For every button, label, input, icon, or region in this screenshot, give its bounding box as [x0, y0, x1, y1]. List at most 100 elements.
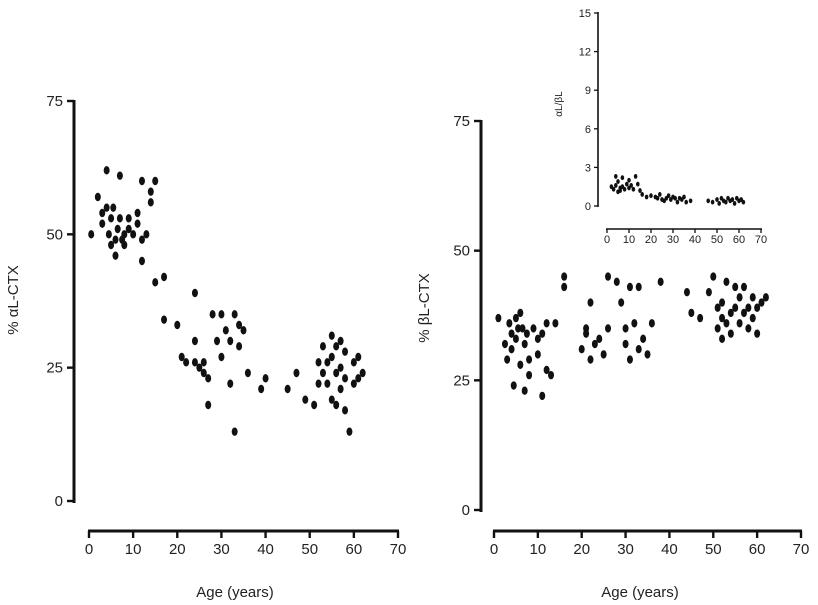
ratio-data-point [616, 179, 620, 184]
ratio-y-tick-label: 6 [585, 124, 591, 136]
beta-data-point [534, 334, 541, 344]
ratio-x-tick-label: 50 [711, 234, 723, 246]
beta-data-point [548, 370, 555, 380]
ratio-x-tick-label: 0 [604, 234, 610, 246]
ratio-data-point [684, 199, 688, 205]
alpha-data-point [116, 214, 123, 223]
alpha-data-point [161, 315, 168, 324]
ratio-y-tick-label: 9 [585, 85, 591, 97]
ratio-data-point [611, 186, 616, 192]
beta-data-point [732, 303, 739, 312]
alpha-data-point [231, 427, 238, 436]
ratio-data-point [688, 198, 693, 204]
beta-data-point [626, 355, 633, 364]
alpha-data-point [138, 176, 145, 186]
ratio-data-point [741, 199, 746, 205]
beta-data-point [683, 287, 690, 297]
ratio-data-point [618, 188, 622, 193]
alpha-y-tick-label: 0 [55, 493, 63, 510]
alpha-data-point [231, 310, 238, 319]
beta-x-tick-label: 60 [749, 541, 766, 558]
alpha-data-point [302, 395, 309, 404]
alpha-data-point [355, 352, 362, 362]
ratio-data-point [620, 175, 625, 181]
alpha-data-point [240, 326, 247, 335]
alpha-data-point [359, 368, 366, 378]
beta-data-point [523, 329, 530, 338]
beta-data-point [740, 308, 747, 318]
alpha-data-point [205, 400, 212, 410]
alpha-data-point [337, 384, 344, 394]
beta-data-point [552, 319, 559, 328]
beta-data-point [526, 355, 533, 364]
ratio-data-point [633, 174, 638, 179]
ratio-data-point [658, 192, 662, 197]
ratio-data-point [629, 183, 633, 188]
beta-data-point [587, 355, 594, 364]
alpha-data-point [108, 214, 115, 223]
alpha-data-point [125, 214, 132, 223]
alpha-x-axis-title: Age (years) [196, 584, 274, 601]
beta-data-point [697, 313, 704, 323]
beta-data-point [727, 308, 734, 318]
beta-data-point [705, 287, 712, 297]
alpha-data-point [319, 342, 326, 351]
alpha-data-point [209, 310, 216, 319]
alpha-data-point [350, 358, 357, 367]
alpha-data-point [178, 352, 185, 362]
ratio-data-point [640, 192, 644, 197]
ratio-x-tick-label: 40 [689, 234, 701, 246]
alpha-data-point [346, 427, 353, 436]
alpha-data-point [108, 240, 115, 250]
ratio-data-point [644, 194, 649, 200]
beta-data-point [561, 272, 568, 281]
alpha-data-point [342, 374, 349, 383]
beta-data-point [512, 334, 519, 344]
alpha-data-point [147, 187, 154, 196]
beta-data-point [521, 386, 528, 395]
alpha-data-point [191, 336, 198, 346]
ratio-y-tick-label: 0 [585, 201, 591, 213]
ratio-data-point [675, 199, 680, 205]
alpha-data-point [105, 230, 112, 239]
beta-data-point [762, 293, 769, 302]
alpha-data-point [227, 336, 234, 346]
alpha-data-point [112, 235, 119, 244]
beta-x-tick-label: 70 [793, 541, 810, 558]
alpha-data-point [196, 363, 203, 372]
ratio-data-point [724, 199, 728, 205]
beta-data-point [745, 303, 752, 312]
beta-data-point [736, 319, 743, 328]
beta-data-point [640, 334, 647, 344]
beta-data-point [515, 324, 522, 333]
beta-data-point [719, 313, 726, 323]
beta-data-point [578, 345, 585, 354]
alpha-data-point [110, 203, 117, 212]
alpha-x-tick-label: 50 [301, 541, 318, 558]
alpha-data-point [355, 374, 362, 383]
beta-data-point [534, 350, 541, 359]
ratio-data-point [682, 194, 686, 200]
alpha-x-tick-label: 30 [213, 541, 230, 558]
alpha-data-point [152, 278, 159, 287]
beta-data-point [526, 370, 533, 380]
alpha-data-point [143, 230, 150, 239]
alpha-data-point [174, 320, 181, 330]
beta-data-point [714, 324, 721, 333]
ratio-data-point [614, 174, 618, 179]
beta-data-point [635, 345, 642, 354]
beta-data-point [543, 365, 550, 375]
alpha-data-point [222, 326, 229, 335]
alpha-data-point [328, 395, 335, 404]
alpha-data-point [342, 347, 349, 356]
alpha-data-point [200, 358, 207, 367]
ratio-data-point [732, 201, 737, 206]
beta-data-point [605, 272, 612, 281]
ratio-data-point [706, 198, 710, 204]
beta-data-point [754, 303, 761, 312]
alpha-x-tick-label: 0 [85, 541, 93, 558]
beta-x-tick-label: 40 [661, 541, 678, 558]
ratio-x-tick-label: 60 [733, 234, 745, 246]
beta-data-point [749, 313, 756, 323]
